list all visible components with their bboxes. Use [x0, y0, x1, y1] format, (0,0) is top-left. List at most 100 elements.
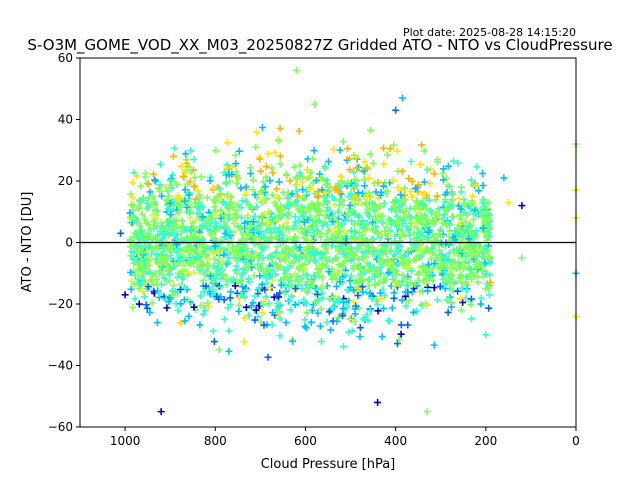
- data-point: [354, 196, 362, 204]
- data-point: [243, 244, 251, 252]
- data-point: [158, 192, 166, 200]
- data-point: [196, 266, 204, 274]
- data-point: [277, 281, 285, 289]
- data-point: [350, 286, 358, 294]
- data-point: [310, 214, 318, 222]
- data-point: [321, 162, 329, 170]
- data-point: [196, 321, 204, 329]
- data-point: [457, 205, 465, 213]
- data-point: [314, 309, 322, 317]
- data-point: [316, 229, 324, 237]
- data-point: [134, 275, 142, 283]
- data-point: [266, 214, 274, 222]
- data-point: [223, 164, 231, 172]
- data-point: [465, 223, 473, 231]
- data-point: [437, 263, 445, 271]
- data-point: [348, 327, 356, 335]
- data-point: [457, 306, 465, 314]
- data-point: [430, 170, 438, 178]
- data-point: [462, 218, 470, 226]
- data-point: [331, 293, 339, 301]
- data-point: [374, 178, 382, 186]
- data-point: [377, 257, 385, 265]
- data-point: [336, 183, 344, 191]
- data-point: [129, 303, 137, 311]
- data-point: [241, 314, 249, 322]
- data-point: [192, 216, 200, 224]
- data-point: [307, 249, 315, 257]
- data-point: [318, 289, 326, 297]
- data-point: [371, 273, 379, 281]
- data-point: [453, 230, 461, 238]
- data-point: [363, 165, 371, 173]
- data-point: [326, 207, 334, 215]
- data-point: [222, 201, 230, 209]
- data-point: [243, 286, 251, 294]
- data-point: [252, 203, 260, 211]
- data-point: [466, 228, 474, 236]
- data-point: [444, 256, 452, 264]
- data-point: [349, 298, 357, 306]
- data-point: [374, 244, 382, 252]
- data-point: [303, 309, 311, 317]
- data-point: [384, 317, 392, 325]
- data-point: [180, 296, 188, 304]
- data-point: [205, 255, 213, 263]
- data-point: [211, 207, 219, 215]
- data-point: [259, 301, 267, 309]
- data-point: [335, 227, 343, 235]
- data-point: [339, 273, 347, 281]
- data-point: [345, 155, 353, 163]
- y-axis-label: ATO - NTO [DU]: [20, 192, 35, 293]
- data-point: [145, 180, 153, 188]
- data-point: [283, 202, 291, 210]
- data-point: [362, 252, 370, 260]
- data-point: [137, 280, 145, 288]
- data-point: [205, 268, 213, 276]
- y-tick-label: 0: [65, 236, 73, 250]
- data-point: [465, 235, 473, 243]
- data-point: [381, 276, 389, 284]
- data-point: [344, 145, 352, 153]
- data-point: [171, 144, 179, 152]
- data-point: [408, 193, 416, 201]
- data-point: [146, 188, 154, 196]
- data-point: [251, 227, 259, 235]
- data-point: [149, 170, 157, 178]
- data-point: [439, 176, 447, 184]
- data-point: [257, 167, 265, 175]
- data-point: [274, 264, 282, 272]
- data-point: [377, 191, 385, 199]
- data-point: [477, 260, 485, 268]
- data-point: [450, 249, 458, 257]
- data-point: [345, 205, 353, 213]
- data-point: [275, 252, 283, 260]
- data-point: [405, 174, 413, 182]
- data-point: [142, 301, 150, 309]
- data-point: [301, 322, 309, 330]
- data-point: [292, 66, 300, 74]
- data-point: [304, 228, 312, 236]
- data-point: [282, 267, 290, 275]
- data-point: [448, 196, 456, 204]
- data-point: [220, 218, 228, 226]
- data-point: [127, 277, 135, 285]
- data-point: [336, 278, 344, 286]
- data-point: [210, 203, 218, 211]
- data-point: [302, 299, 310, 307]
- data-point: [318, 273, 326, 281]
- data-point: [127, 201, 135, 209]
- data-point: [484, 221, 492, 229]
- data-point: [346, 277, 354, 285]
- data-point: [217, 206, 225, 214]
- data-point: [267, 228, 275, 236]
- data-point: [135, 284, 143, 292]
- data-point: [486, 258, 494, 266]
- data-point: [217, 283, 225, 291]
- data-point: [518, 254, 526, 262]
- data-point: [338, 201, 346, 209]
- data-point: [231, 211, 239, 219]
- data-point: [426, 179, 434, 187]
- data-point: [164, 267, 172, 275]
- data-point: [264, 208, 272, 216]
